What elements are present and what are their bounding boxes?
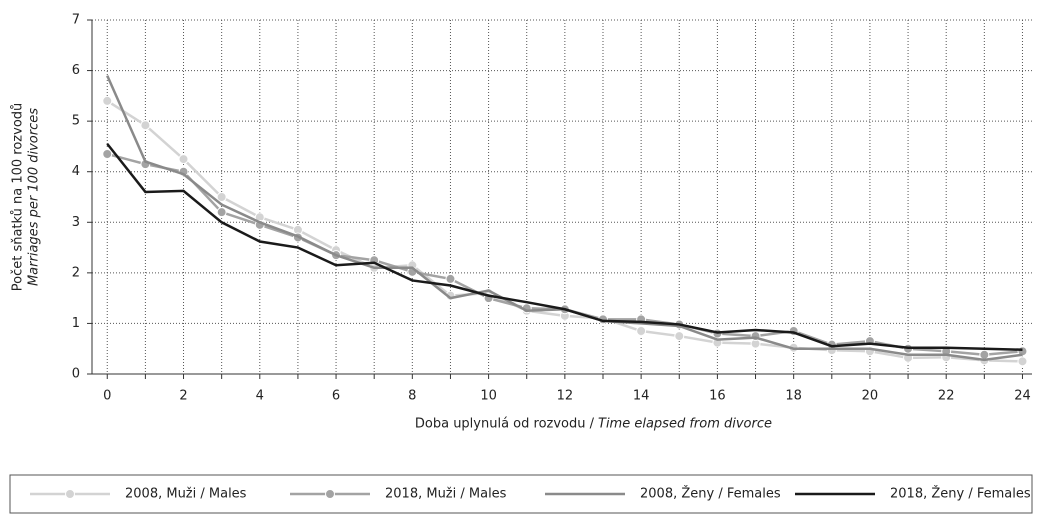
y-tick-label: 7 bbox=[72, 13, 80, 28]
point bbox=[674, 331, 685, 342]
x-tick-label: 16 bbox=[709, 389, 726, 404]
x-tick-label: 4 bbox=[256, 389, 264, 404]
point bbox=[979, 349, 990, 360]
y-tick-label: 0 bbox=[72, 367, 80, 382]
x-tick-label: 22 bbox=[938, 389, 955, 404]
legend-label: 2008, Ženy / Females bbox=[640, 486, 781, 502]
y-tick-label: 5 bbox=[72, 114, 80, 129]
legend-marker bbox=[325, 489, 335, 499]
y-tick-label: 6 bbox=[72, 63, 80, 78]
x-tick-label: 20 bbox=[862, 389, 879, 404]
x-axis-label-en: Time elapsed from divorce bbox=[598, 417, 772, 432]
series-line bbox=[106, 99, 1023, 363]
y-tick-label: 4 bbox=[72, 164, 80, 179]
point bbox=[102, 95, 113, 106]
point bbox=[1017, 356, 1028, 367]
x-axis-label: Doba uplynulá od rozvodu / bbox=[415, 417, 595, 432]
y-tick-label: 3 bbox=[72, 215, 80, 230]
point bbox=[102, 149, 113, 160]
x-tick-label: 24 bbox=[1014, 389, 1031, 404]
y-axis-label: Počet sňatků na 100 rozvodů bbox=[11, 103, 26, 292]
legend-box bbox=[9, 474, 1033, 514]
y-axis-label-en: Marriages per 100 divorces bbox=[27, 108, 42, 286]
series-line bbox=[106, 143, 1023, 351]
y-tick-label: 2 bbox=[72, 265, 80, 280]
x-tick-label: 2 bbox=[179, 389, 187, 404]
legend-label: 2018, Ženy / Females bbox=[890, 486, 1031, 502]
x-tick-label: 14 bbox=[633, 389, 650, 404]
legend-marker bbox=[65, 489, 75, 499]
x-tick-label: 12 bbox=[557, 389, 574, 404]
point bbox=[445, 273, 456, 284]
x-tick-label: 10 bbox=[480, 389, 497, 404]
x-tick-label: 18 bbox=[785, 389, 802, 404]
point bbox=[216, 192, 227, 202]
y-tick-label: 1 bbox=[72, 316, 80, 331]
point bbox=[216, 207, 227, 218]
x-tick-label: 8 bbox=[408, 389, 416, 404]
x-tick-label: 0 bbox=[103, 389, 111, 404]
legend-label: 2008, Muži / Males bbox=[125, 487, 247, 502]
point bbox=[636, 326, 647, 337]
point bbox=[178, 154, 189, 165]
x-tick-label: 6 bbox=[332, 389, 340, 404]
legend-label: 2018, Muži / Males bbox=[385, 487, 507, 502]
point bbox=[140, 120, 151, 131]
